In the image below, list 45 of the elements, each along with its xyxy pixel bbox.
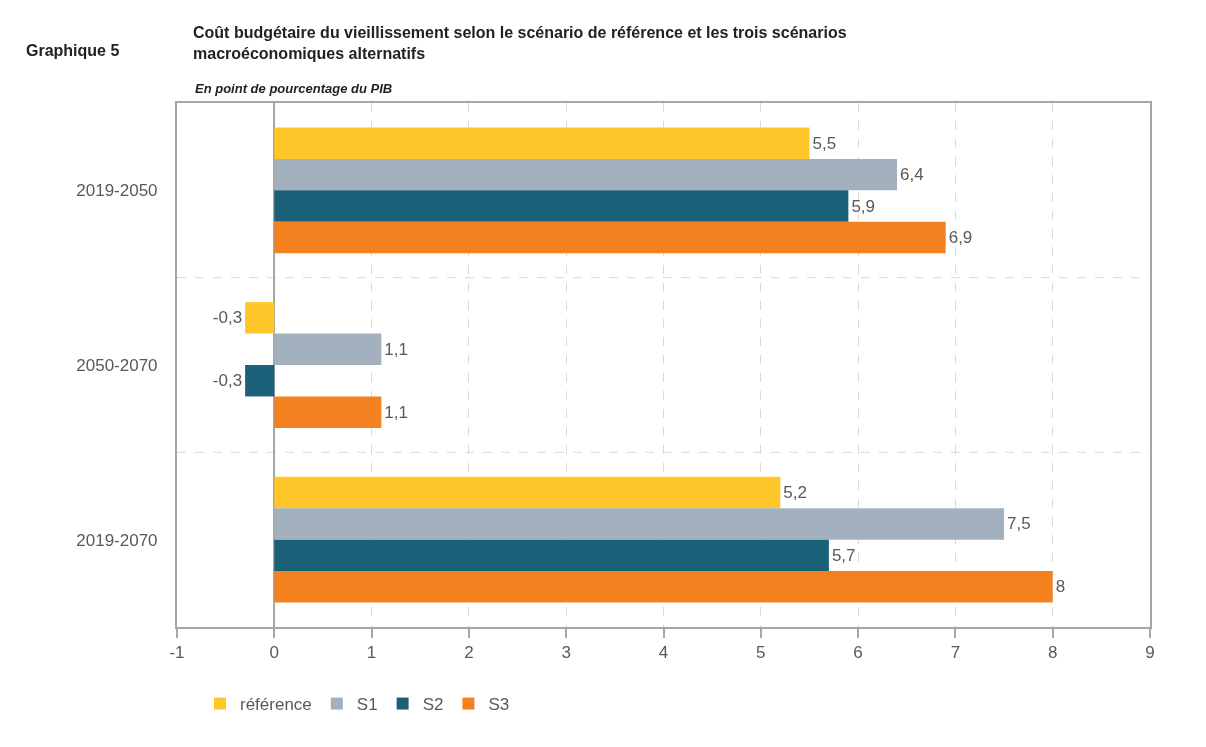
bar (274, 396, 382, 428)
legend-label: S2 (422, 695, 444, 715)
x-tick-label: 5 (756, 643, 766, 663)
data-label: -0,3 (212, 371, 243, 391)
bar (274, 221, 946, 254)
x-tick-label: 2 (464, 643, 474, 663)
data-label: 5,5 (812, 133, 837, 153)
data-label: 5,9 (851, 196, 876, 216)
data-label: -0,3 (212, 308, 243, 328)
y-tick-label: 2019-2050 (76, 181, 158, 201)
bar (274, 158, 898, 191)
text: Graphique 5 (26, 42, 120, 59)
bar (245, 365, 275, 397)
legend-label: S3 (488, 695, 510, 715)
x-tick-label: 4 (658, 643, 669, 663)
x-tick-label: 9 (1145, 643, 1155, 663)
legend-label: S1 (356, 695, 378, 715)
bar (274, 127, 810, 159)
chart-title: Coût budgétaire du vieillissement selon le scénario de référence et les trois scénarios macroéconomiques alternatifs (193, 24, 847, 62)
data-label: 5,7 (831, 545, 856, 565)
x-tick-label: 3 (561, 643, 571, 663)
data-label: 5,2 (783, 483, 807, 503)
data-label: 1,1 (384, 339, 408, 359)
bar (274, 539, 829, 572)
data-label: 6,9 (948, 227, 973, 247)
bar (274, 333, 382, 365)
data-label: 1,1 (384, 402, 408, 422)
x-tick-label: 8 (1047, 643, 1058, 663)
bar (245, 302, 275, 334)
x-tick-label: 7 (950, 643, 961, 663)
legend-label: référence (240, 695, 312, 715)
data-label: 8 (1055, 577, 1066, 597)
y-tick-label: 2019-2070 (76, 530, 158, 550)
bar (274, 476, 781, 509)
chart-subtitle: En point de pourcentage du PIB (195, 81, 393, 96)
y-tick-label: 2050-2070 (76, 355, 158, 375)
data-label: 6,4 (900, 165, 924, 185)
data-label: 7,5 (1007, 514, 1031, 534)
bar (274, 190, 849, 222)
bar (274, 508, 1005, 540)
x-tick-label: 0 (269, 643, 280, 663)
x-tick-label: 1 (366, 643, 377, 663)
bar (274, 571, 1053, 603)
x-tick-label: -1 (169, 643, 185, 663)
x-tick-label: 6 (853, 643, 863, 663)
